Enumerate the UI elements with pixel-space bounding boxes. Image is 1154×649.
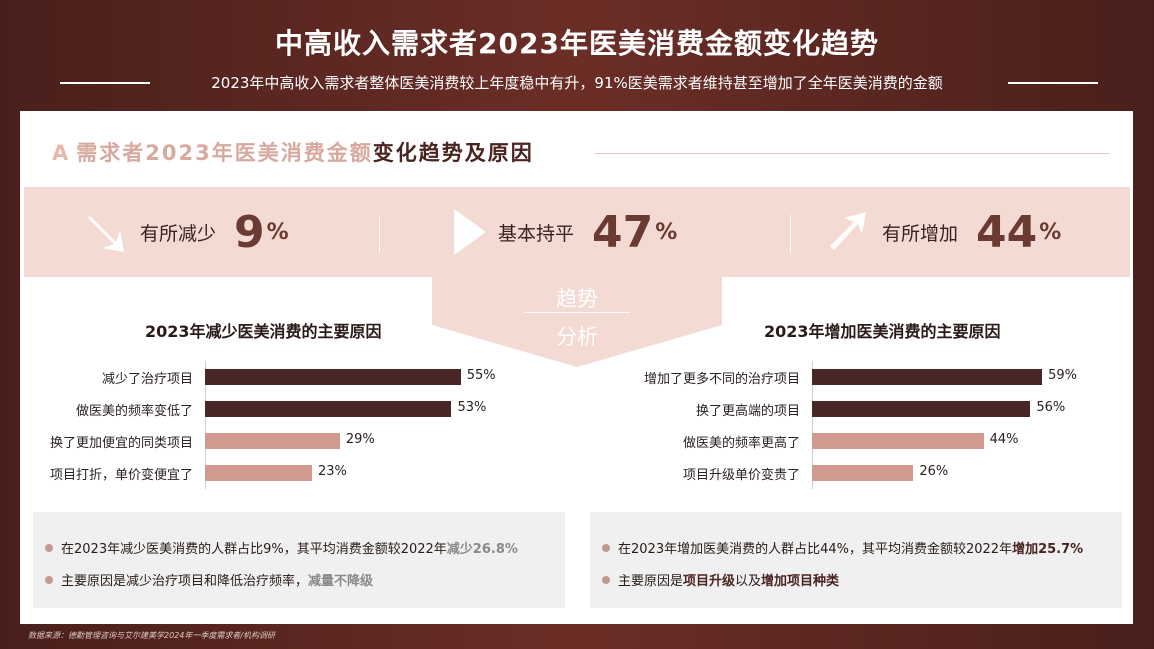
kpi-band: 有所减少 9% 基本持平 47% 有所增加 44% <box>24 187 1130 277</box>
arrow-down-right-icon <box>88 216 124 252</box>
note-item: 在2023年减少医美消费的人群占比9%，其平均消费金额较2022年 减少26.8% <box>45 538 518 557</box>
kpi-label: 基本持平 <box>498 222 575 245</box>
category-label: 做医美的频率变低了 <box>75 404 193 419</box>
section-heading: A 需求者2023年医美消费金额变化趋势及原因 <box>52 137 534 167</box>
note-item: 主要原因是 项目升级 以及 增加项目种类 <box>602 570 839 589</box>
page-title: 中高收入需求者2023年医美消费金额变化趋势 <box>275 27 879 60</box>
bar <box>205 401 452 417</box>
note-highlight: 减少26.8% <box>446 542 518 557</box>
bullet-dot <box>602 575 610 584</box>
arrow-up-right-icon <box>830 212 866 250</box>
note-text: 主要原因是减少治疗项目和降低治疗频率， <box>61 574 309 589</box>
y-axis-line <box>205 361 206 489</box>
bar <box>205 369 461 385</box>
kpi-decrease: 有所减少 9% <box>84 187 289 277</box>
bullet-dot <box>602 543 610 552</box>
value-label: 44% <box>989 432 1019 447</box>
bar <box>205 465 312 481</box>
section-rule <box>595 153 1110 154</box>
kpi-value: 9 <box>234 206 265 258</box>
kpi-unit: % <box>655 219 678 245</box>
kpi-unit: % <box>266 219 289 245</box>
note-text: 在2023年增加医美消费的人群占比44%，其平均消费金额较2022年 <box>618 542 1013 557</box>
value-label: 56% <box>1036 400 1066 415</box>
bullet-dot <box>45 543 53 552</box>
trend-analysis-chevron: 趋势 分析 <box>432 277 722 367</box>
page-subtitle: 2023年中高收入需求者整体医美消费较上年度稳中有升，91%医美需求者维持甚至增… <box>211 74 943 92</box>
chevron-divider <box>524 312 630 313</box>
category-label: 换了更高端的项目 <box>695 404 800 419</box>
category-label: 项目升级单价变贵了 <box>682 468 800 483</box>
category-label: 换了更加便宜的同类项目 <box>49 436 193 451</box>
bar <box>812 369 1043 385</box>
section-title-light: 需求者2023年医美消费金额 <box>76 141 373 165</box>
subtitle-line-left <box>60 82 150 84</box>
note-text: 以及 <box>735 574 762 589</box>
category-label: 减少了治疗项目 <box>101 372 193 387</box>
value-label: 55% <box>466 368 496 383</box>
data-source-note: 数据来源：德勤管理咨询与艾尔建美学2024年一季度需求者/机构调研 <box>28 631 276 640</box>
bar <box>812 433 984 449</box>
note-item: 在2023年增加医美消费的人群占比44%，其平均消费金额较2022年 增加25.7… <box>602 538 1083 557</box>
note-text: 在2023年减少医美消费的人群占比9%，其平均消费金额较2022年 <box>61 542 447 557</box>
value-label: 23% <box>317 464 347 479</box>
note-highlight: 增加项目种类 <box>761 574 840 589</box>
left-note-box: 在2023年减少医美消费的人群占比9%，其平均消费金额较2022年 减少26.8%… <box>33 512 565 608</box>
kpi-separator <box>790 215 791 253</box>
kpi-value: 44 <box>976 206 1038 258</box>
y-axis-line <box>812 361 813 489</box>
note-highlight: 增加25.7% <box>1012 542 1084 557</box>
left-chart-title: 2023年减少医美消费的主要原因 <box>145 322 382 341</box>
category-label: 做医美的频率更高了 <box>682 436 800 451</box>
note-highlight: 减量不降级 <box>308 574 374 589</box>
value-label: 59% <box>1048 368 1077 383</box>
kpi-separator <box>379 215 380 253</box>
note-text: 主要原因是 <box>618 574 684 589</box>
category-label: 项目打折，单价变便宜了 <box>49 468 193 483</box>
chevron-label-top: 趋势 <box>556 287 598 311</box>
kpi-increase: 有所增加 44% <box>824 187 1061 277</box>
play-right-icon <box>454 209 486 255</box>
right-bar-chart: 增加了更多不同的治疗项目 59% 换了更高端的项目 56% 做医美的频率更高了 44% 项目… <box>576 361 1132 496</box>
brand-a-icon: A <box>52 141 71 165</box>
kpi-flat: 基本持平 47% <box>452 187 677 277</box>
bar <box>812 401 1031 417</box>
category-label: 增加了更多不同的治疗项目 <box>643 372 800 387</box>
chevron-label-bottom: 分析 <box>556 325 598 349</box>
main-panel: A 需求者2023年医美消费金额变化趋势及原因 有所减少 9% 基本持平 47% … <box>20 111 1133 624</box>
kpi-label: 有所增加 <box>882 222 959 245</box>
bar <box>812 465 914 481</box>
subtitle-line-right <box>1008 82 1098 84</box>
right-chart-title: 2023年增加医美消费的主要原因 <box>764 322 1001 341</box>
bullet-dot <box>45 575 53 584</box>
value-label: 26% <box>919 464 949 479</box>
kpi-label: 有所减少 <box>140 222 217 245</box>
note-item: 主要原因是减少治疗项目和降低治疗频率， 减量不降级 <box>45 570 373 589</box>
note-highlight: 项目升级 <box>683 574 736 589</box>
kpi-unit: % <box>1039 219 1062 245</box>
left-bar-chart: 减少了治疗项目 55% 做医美的频率变低了 53% 换了更加便宜的同类项目 29% 项目打折… <box>20 361 576 496</box>
value-label: 53% <box>457 400 487 415</box>
right-note-box: 在2023年增加医美消费的人群占比44%，其平均消费金额较2022年 增加25.7… <box>590 512 1122 608</box>
value-label: 29% <box>345 432 375 447</box>
section-title-dark: 变化趋势及原因 <box>372 141 534 165</box>
kpi-value: 47 <box>592 206 654 258</box>
bar <box>205 433 340 449</box>
